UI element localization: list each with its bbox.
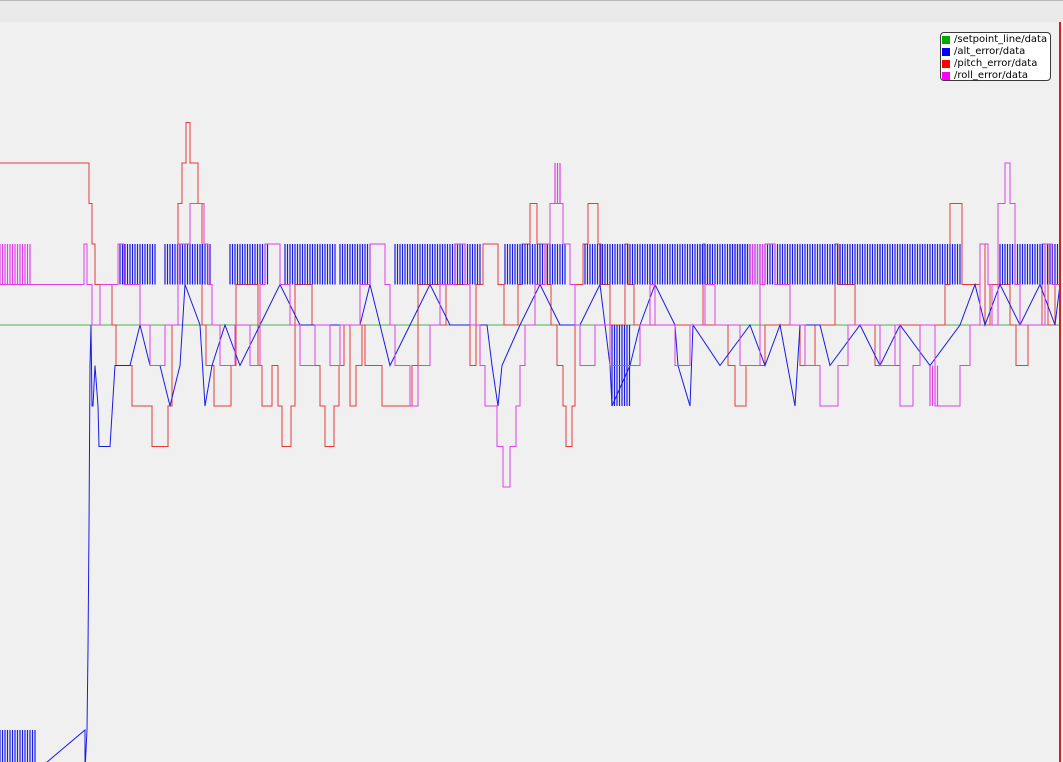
plot-right-border: [1059, 22, 1061, 762]
series-line: [0, 162, 1060, 488]
series-oscillation-burst: [394, 244, 456, 285]
legend-swatch-pitch-error: [942, 60, 950, 68]
series-oscillation-burst: [729, 244, 841, 285]
series-oscillation-burst: [284, 244, 336, 285]
legend-swatch-setpoint: [942, 36, 950, 44]
legend-label-setpoint: /setpoint_line/data: [954, 34, 1048, 45]
series-oscillation-burst: [229, 244, 269, 285]
legend-entry-pitch-error: /pitch_error/data: [942, 58, 1050, 70]
series-oscillation-burst: [879, 244, 961, 285]
series-line: [46, 282, 1061, 762]
legend-entry-setpoint: /setpoint_line/data: [942, 34, 1050, 46]
series-oscillation-burst: [0, 730, 36, 762]
legend-swatch-alt-error: [942, 48, 950, 56]
series-oscillation-burst: [649, 244, 711, 285]
series-oscillation-burst: [454, 244, 481, 285]
series-oscillation-burst: [339, 244, 371, 285]
legend-label-alt-error: /alt_error/data: [954, 46, 1026, 57]
series-oscillation-burst: [504, 244, 566, 285]
series-oscillation-burst: [749, 244, 766, 285]
series-oscillation-burst: [839, 244, 881, 285]
series-oscillation-burst: [554, 163, 561, 204]
legend-entry-roll-error: /roll_error/data: [942, 70, 1050, 82]
legend-label-roll-error: /roll_error/data: [954, 70, 1029, 81]
series-oscillation-burst: [929, 365, 939, 406]
series-oscillation-burst: [999, 244, 1059, 285]
legend-entry-alt-error: /alt_error/data: [942, 46, 1050, 58]
chart-legend: /setpoint_line/data /alt_error/data /pit…: [940, 32, 1051, 81]
series-oscillation-burst: [0, 244, 31, 285]
series-alt-error-data: [0, 244, 1061, 762]
series-roll-error-data: [0, 162, 1060, 488]
legend-label-pitch-error: /pitch_error/data: [954, 58, 1038, 69]
toolbar-strip: [0, 0, 1063, 22]
series-oscillation-burst: [119, 244, 156, 285]
series-oscillation-burst: [164, 244, 211, 285]
legend-swatch-roll-error: [942, 72, 950, 80]
series-oscillation-burst: [584, 244, 651, 285]
